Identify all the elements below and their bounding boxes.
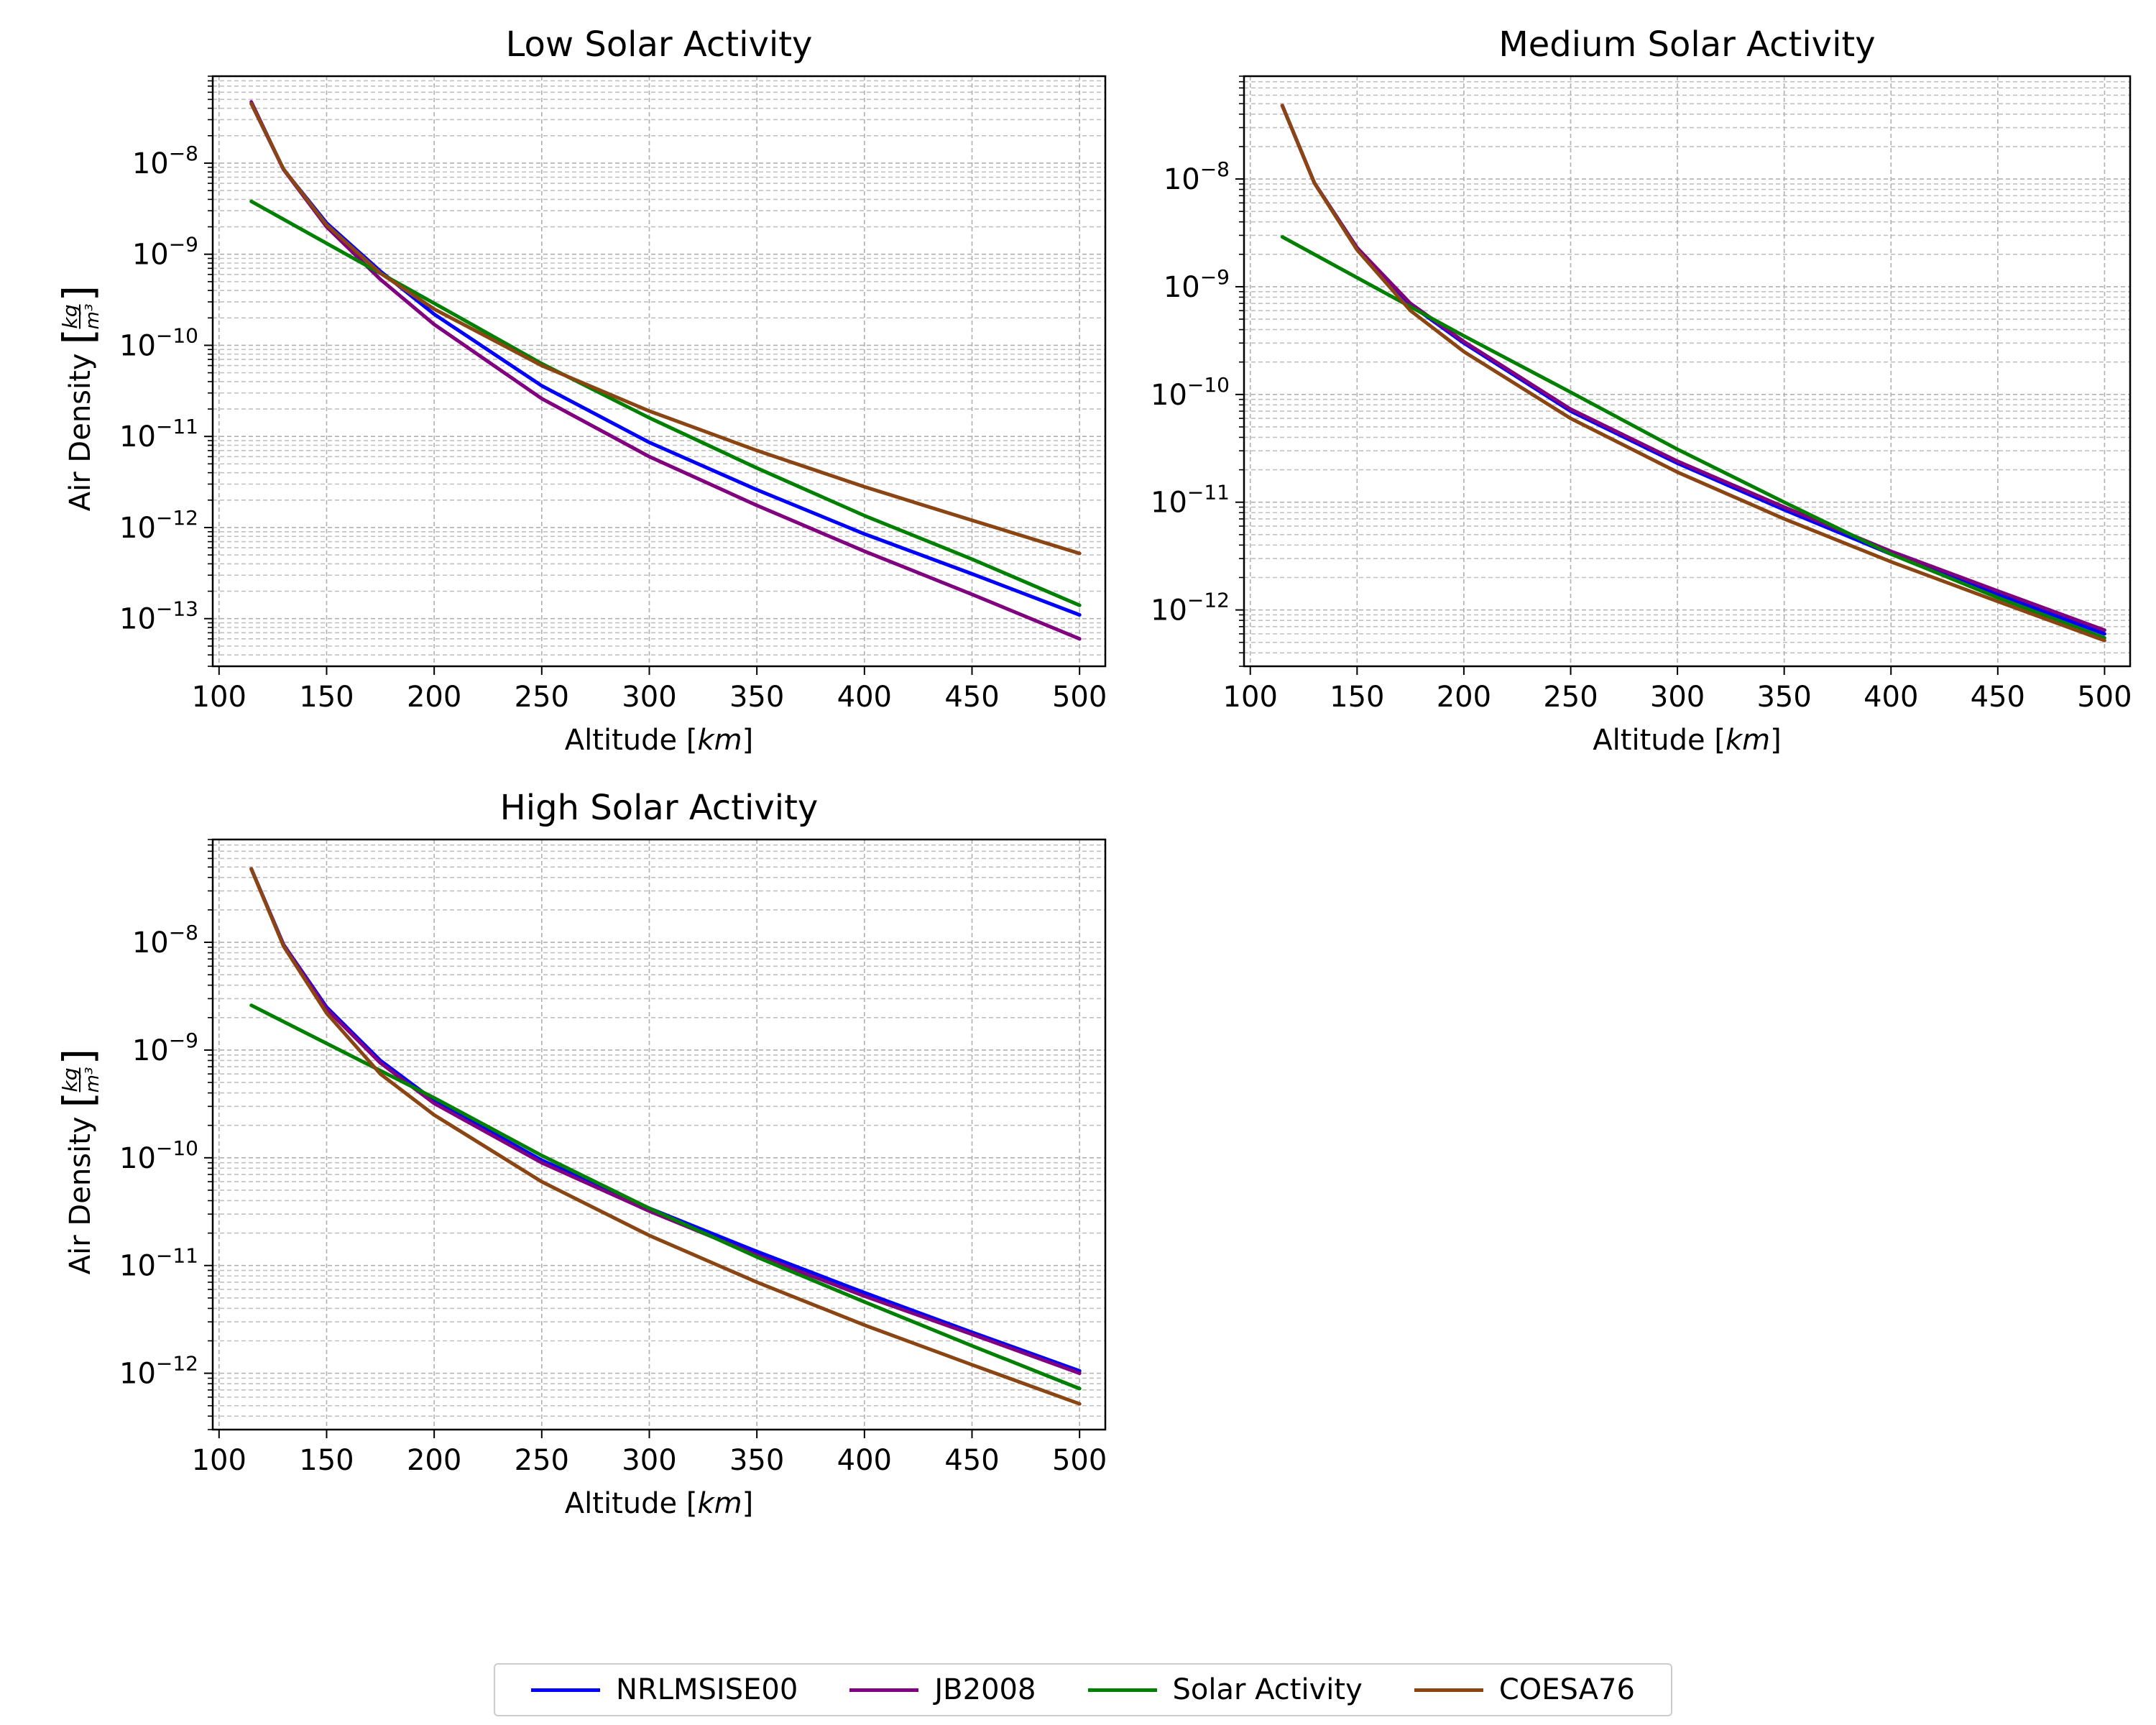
y-tick-label: 10−9 bbox=[132, 1029, 198, 1067]
chart-title: Low Solar Activity bbox=[506, 24, 813, 65]
y-axis-label-denominator: m³ bbox=[82, 1067, 103, 1093]
legend-label: NRLMSISE00 bbox=[616, 1673, 798, 1706]
x-tick-label: 200 bbox=[1437, 681, 1491, 714]
legend-item-solar-activity: Solar Activity bbox=[1087, 1673, 1363, 1706]
x-tick-label: 350 bbox=[1756, 681, 1811, 714]
y-axis-label-denominator: m³ bbox=[82, 304, 103, 330]
x-tick-label: 250 bbox=[1543, 681, 1598, 714]
y-axis-label-bracket-open: [ bbox=[54, 328, 103, 345]
x-tick-label: 100 bbox=[1223, 681, 1278, 714]
x-tick-label: 300 bbox=[622, 681, 676, 714]
x-tick-label: 350 bbox=[729, 681, 784, 714]
legend-item-coesa76: COESA76 bbox=[1414, 1673, 1635, 1706]
x-axis-label: Altitude [km] bbox=[1593, 724, 1781, 757]
series-line-jb2008 bbox=[249, 100, 1082, 641]
y-axis-label: Air Density [kg m³] bbox=[54, 285, 103, 511]
y-tick-label: 10−9 bbox=[132, 233, 198, 272]
x-tick-label: 100 bbox=[192, 681, 247, 714]
x-axis-label: Altitude [km] bbox=[565, 724, 753, 757]
y-axis-label-bracket-close: ] bbox=[54, 1049, 103, 1065]
chart-panel-high-solar-activity: 10−12 10−11 10−10 10−9 10−8 100 150 200 250 300 35… bbox=[54, 788, 1107, 1520]
grid bbox=[213, 840, 1105, 1430]
y-tick-label: 10−8 bbox=[1164, 157, 1230, 196]
y-tick-label: 10−10 bbox=[119, 323, 198, 362]
legend-swatch-jb2008 bbox=[849, 1688, 919, 1692]
series-group bbox=[1280, 104, 2106, 643]
legend-item-nrlmsise00: NRLMSISE00 bbox=[531, 1673, 798, 1706]
x-tick-label: 100 bbox=[192, 1444, 247, 1477]
grid bbox=[1244, 76, 2130, 666]
y-tick-label: 10−11 bbox=[119, 1244, 198, 1283]
y-tick-label: 10−8 bbox=[132, 921, 198, 960]
grid bbox=[213, 76, 1105, 666]
x-tick-label: 400 bbox=[837, 1444, 892, 1477]
x-tick-label: 500 bbox=[1052, 1444, 1107, 1477]
x-axis-label: Altitude [km] bbox=[565, 1487, 753, 1520]
y-tick-label: 10−8 bbox=[132, 142, 198, 180]
y-tick-label: 10−12 bbox=[119, 506, 198, 545]
x-tick-label: 150 bbox=[299, 1444, 354, 1477]
y-tick-label: 10−12 bbox=[119, 1352, 198, 1391]
chart-panel-low-solar-activity: 10−13 10−12 10−11 10−10 10−9 10−8 100 150 200 250… bbox=[54, 24, 1107, 757]
x-tick-label: 250 bbox=[515, 681, 569, 714]
y-axis-label: Air Density [kg m³] bbox=[54, 1049, 103, 1274]
series-line-solar-activity bbox=[249, 199, 1082, 607]
x-tick-label: 400 bbox=[837, 681, 892, 714]
x-tick-label: 200 bbox=[407, 1444, 461, 1477]
y-axis-label-numerator: kg bbox=[58, 1068, 82, 1092]
y-tick-label: 10−10 bbox=[119, 1136, 198, 1175]
x-tick-label: 400 bbox=[1864, 681, 1918, 714]
series-group bbox=[249, 867, 1082, 1406]
axes-frame bbox=[1243, 75, 2132, 668]
y-axis-label-numerator: kg bbox=[58, 305, 82, 329]
x-tick-label: 450 bbox=[944, 1444, 999, 1477]
y-tick-label: 10−11 bbox=[1151, 481, 1230, 520]
series-line-coesa76 bbox=[249, 101, 1082, 556]
series-line-solar-activity bbox=[249, 1003, 1082, 1391]
series-line-nrlmsise00 bbox=[249, 867, 1082, 1373]
y-tick-label: 10−13 bbox=[119, 597, 198, 636]
x-tick-label: 350 bbox=[729, 1444, 784, 1477]
x-tick-label: 500 bbox=[1052, 681, 1107, 714]
legend-swatch-solar-activity bbox=[1087, 1688, 1157, 1692]
y-axis-label-bracket-close: ] bbox=[54, 285, 103, 302]
chart-panel-medium-solar-activity: 10−12 10−11 10−10 10−9 10−8 100 150 200 250 300 35… bbox=[1151, 24, 2132, 757]
chart-title: Medium Solar Activity bbox=[1498, 24, 1875, 65]
x-tick-label: 450 bbox=[1971, 681, 2025, 714]
legend-swatch-nrlmsise00 bbox=[531, 1688, 601, 1692]
x-tick-label: 200 bbox=[407, 681, 461, 714]
x-tick-label: 300 bbox=[622, 1444, 676, 1477]
axes-frame bbox=[211, 75, 1107, 668]
legend-label: COESA76 bbox=[1498, 1673, 1635, 1706]
y-tick-label: 10−9 bbox=[1164, 265, 1230, 304]
series-line-solar-activity bbox=[1280, 235, 2106, 640]
x-tick-label: 500 bbox=[2077, 681, 2132, 714]
y-axis-label-text: Air Density bbox=[64, 1117, 97, 1275]
y-tick-label: 10−12 bbox=[1151, 589, 1230, 627]
legend-item-jb2008: JB2008 bbox=[849, 1673, 1036, 1706]
series-group bbox=[249, 100, 1082, 641]
series-line-coesa76 bbox=[1280, 104, 2106, 643]
legend-label: Solar Activity bbox=[1172, 1673, 1363, 1706]
y-axis-label-bracket-open: [ bbox=[54, 1092, 103, 1108]
chart-title: High Solar Activity bbox=[500, 788, 819, 828]
series-line-coesa76 bbox=[249, 867, 1082, 1406]
x-tick-label: 450 bbox=[944, 681, 999, 714]
axes-frame bbox=[211, 838, 1107, 1431]
x-tick-label: 150 bbox=[1330, 681, 1384, 714]
y-tick-label: 10−10 bbox=[1151, 373, 1230, 412]
x-tick-label: 300 bbox=[1650, 681, 1705, 714]
x-tick-label: 250 bbox=[515, 1444, 569, 1477]
legend-label: JB2008 bbox=[934, 1673, 1036, 1706]
y-tick-label: 10−11 bbox=[119, 415, 198, 454]
legend: NRLMSISE00 JB2008 Solar Activity COESA76 bbox=[494, 1663, 1672, 1716]
y-axis-label-text: Air Density bbox=[64, 354, 97, 512]
series-line-nrlmsise00 bbox=[1280, 104, 2106, 636]
x-tick-label: 150 bbox=[299, 681, 354, 714]
legend-swatch-coesa76 bbox=[1414, 1688, 1483, 1692]
